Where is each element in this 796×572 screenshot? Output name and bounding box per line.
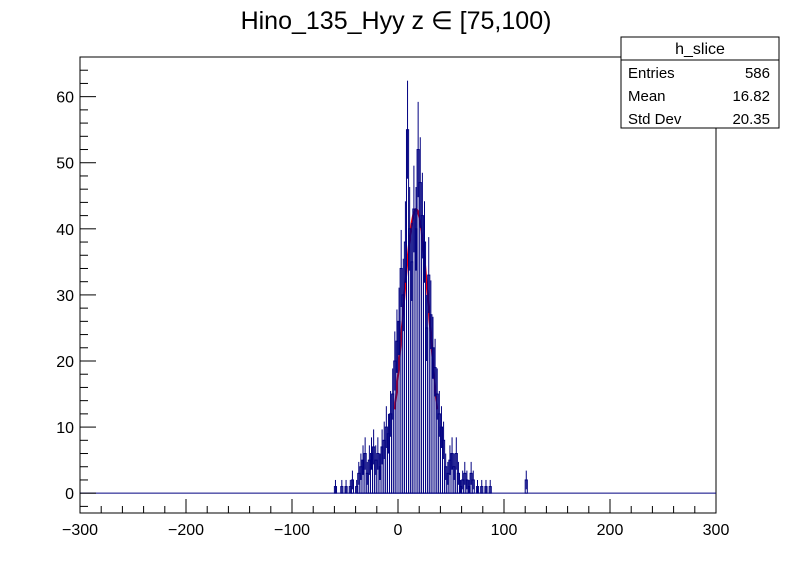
stats-mean-value: 16.82: [732, 88, 770, 105]
x-tick-label: 0: [394, 522, 403, 539]
y-tick-label: 30: [56, 288, 74, 305]
axes: −300 −200 −100 0 100 200 300 0 10 20 30 40 50 60: [56, 69, 730, 539]
x-tick-label: 200: [597, 522, 624, 539]
x-tick-label: 100: [491, 522, 518, 539]
stats-box-border: [620, 36, 780, 129]
x-tick-label: 300: [703, 522, 730, 539]
stats-mean-label: Mean: [628, 88, 666, 105]
y-tick-label: 40: [56, 222, 74, 239]
y-tick-label: 20: [56, 354, 74, 371]
chart-title: Hino_135_Hyy z ∈ [75,100): [241, 7, 552, 35]
histogram-series: [80, 80, 716, 494]
stats-entries-value: 586: [745, 65, 770, 82]
x-tick-label: −100: [274, 522, 310, 539]
y-tick-label: 60: [56, 90, 74, 107]
stats-title: h_slice: [675, 41, 725, 58]
x-tick-label: −300: [62, 522, 98, 539]
stats-entries-label: Entries: [628, 65, 675, 82]
stats-box: h_slice Entries 586 Mean 16.82 Std Dev 2…: [620, 36, 780, 129]
x-tick-label: −200: [168, 522, 204, 539]
stats-stddev-label: Std Dev: [628, 111, 682, 128]
y-tick-label: 0: [65, 486, 74, 503]
y-tick-label: 50: [56, 156, 74, 173]
stats-stddev-value: 20.35: [732, 111, 770, 128]
y-tick-label: 10: [56, 420, 74, 437]
